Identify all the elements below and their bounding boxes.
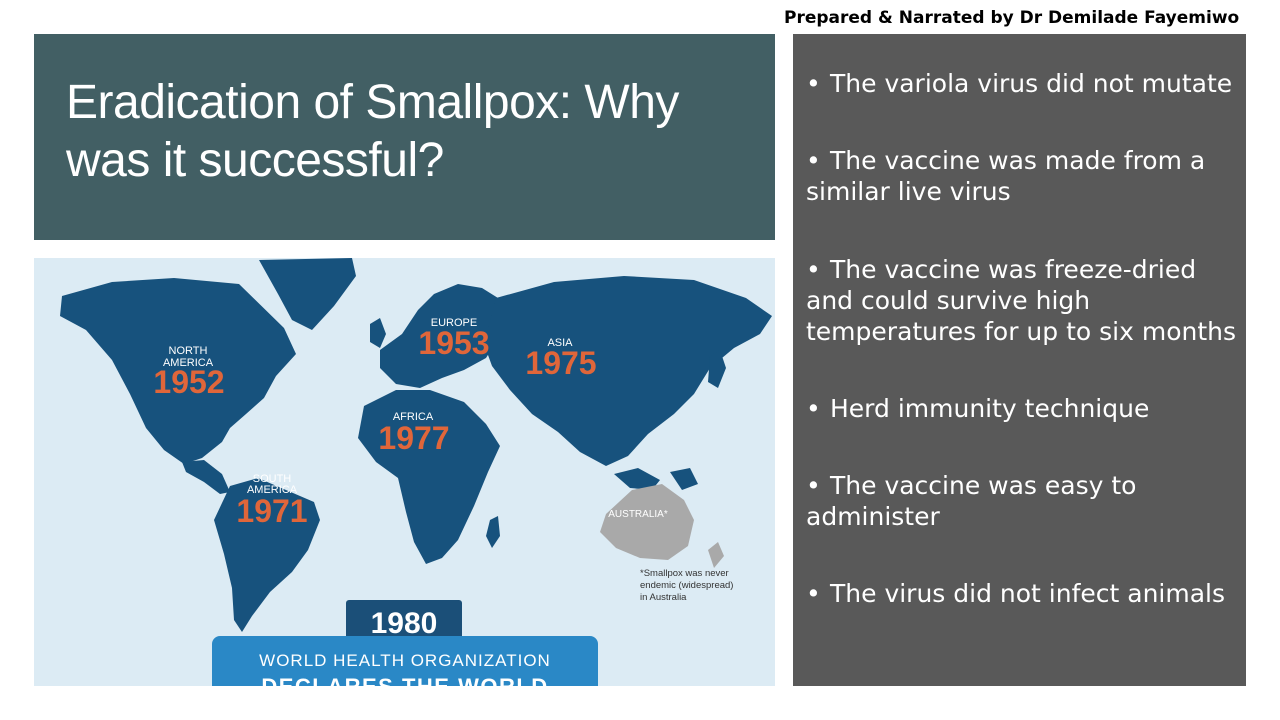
- banner-year-box: [346, 600, 462, 644]
- europe-year: 1953: [418, 325, 489, 361]
- slide-title-line-1: Eradication of Smallpox: Why: [66, 76, 679, 129]
- footnote-line-1: *Smallpox was never: [640, 568, 729, 579]
- africa-landmass: [358, 390, 500, 564]
- bullet-item: • The vaccine was easy to administer: [806, 470, 1246, 532]
- bullet-text-continued: administer: [806, 502, 940, 531]
- footnote-line-3: in Australia: [640, 592, 687, 603]
- bullet-text-continued: similar live virus: [806, 177, 1011, 206]
- bullet-line: • The vaccine was freeze-dried: [806, 254, 1246, 285]
- madagascar-island: [486, 516, 500, 548]
- footnote-line-2: endemic (widespread): [640, 580, 733, 591]
- bullet-line: • The vaccine was easy to: [806, 470, 1246, 501]
- uk-island: [370, 318, 386, 348]
- bullet-text: The vaccine was made from a: [830, 146, 1206, 175]
- banner-line-2: DECLARES THE WORLD: [261, 674, 548, 686]
- banner-declaration-box: [212, 636, 598, 686]
- world-map-image: NORTH AMERICA 1952 EUROPE 1953 ASIA 1975…: [34, 258, 775, 686]
- bullet-text: The variola virus did not mutate: [830, 69, 1233, 98]
- north-america-label-line-2: AMERICA: [163, 357, 214, 369]
- bullet-text-continued: temperatures for up to six months: [806, 317, 1237, 346]
- narrator-credit: Prepared & Narrated by Dr Demilade Fayem…: [784, 8, 1240, 28]
- australia-landmass: [600, 484, 694, 560]
- bullet-item: • The vaccine was made from a similar liv…: [806, 145, 1246, 207]
- bullet-text: The vaccine was easy to: [830, 471, 1137, 500]
- greenland-landmass: [259, 258, 356, 330]
- bullet-item: • Herd immunity technique: [806, 393, 1246, 424]
- slide-title: Eradication of Smallpox: Why was it succ…: [66, 74, 766, 190]
- north-america-year: 1952: [153, 364, 224, 400]
- bullet-line: • The virus did not infect animals: [806, 578, 1246, 609]
- bullet-text-continued: and could survive high: [806, 286, 1091, 315]
- world-map-svg: NORTH AMERICA 1952 EUROPE 1953 ASIA 1975…: [60, 258, 772, 686]
- bullet-marker: •: [806, 146, 821, 175]
- bullet-marker: •: [806, 394, 821, 423]
- asia-year: 1975: [525, 345, 596, 381]
- asia-label: ASIA: [547, 337, 573, 349]
- bullet-marker: •: [806, 471, 821, 500]
- south-america-year: 1971: [236, 493, 307, 529]
- bullet-line: • Herd immunity technique: [806, 393, 1246, 424]
- south-america-landmass: [214, 478, 320, 632]
- bullet-marker: •: [806, 255, 821, 284]
- slide-title-line-2: was it successful?: [66, 134, 444, 187]
- australia-label: AUSTRALIA*: [608, 509, 668, 520]
- north-america-landmass: [60, 278, 296, 464]
- bullet-item: • The variola virus did not mutate: [806, 68, 1246, 99]
- asia-landmass: [484, 276, 772, 466]
- europe-landmass: [380, 284, 504, 388]
- bullet-line: • The variola virus did not mutate: [806, 68, 1246, 99]
- central-america-landmass: [182, 460, 230, 494]
- banner-line-1: WORLD HEALTH ORGANIZATION: [259, 651, 551, 670]
- title-box: Eradication of Smallpox: Why was it succ…: [34, 34, 775, 240]
- bullet-marker: •: [806, 579, 821, 608]
- south-america-label-line-2: AMERICA: [247, 484, 298, 496]
- north-america-label-line-1: NORTH: [169, 345, 208, 357]
- japan-island: [708, 350, 726, 388]
- new-zealand-island: [708, 542, 724, 568]
- bullet-item: • The virus did not infect animals: [806, 578, 1246, 609]
- africa-label: AFRICA: [393, 411, 434, 423]
- south-america-label-line-1: SOUTH: [253, 473, 292, 485]
- bullet-text: Herd immunity technique: [830, 394, 1150, 423]
- bullet-line: • The vaccine was made from a: [806, 145, 1246, 176]
- bullets-panel: • The variola virus did not mutate • The v…: [793, 34, 1246, 686]
- banner-year: 1980: [371, 607, 438, 640]
- bullet-text: The virus did not infect animals: [830, 579, 1226, 608]
- southeast-asia-islands: [614, 468, 698, 490]
- bullet-item: • The vaccine was freeze-dried and could …: [806, 254, 1246, 347]
- bullet-text: The vaccine was freeze-dried: [830, 255, 1197, 284]
- europe-label: EUROPE: [431, 317, 477, 329]
- bullet-marker: •: [806, 69, 821, 98]
- africa-year: 1977: [378, 420, 449, 456]
